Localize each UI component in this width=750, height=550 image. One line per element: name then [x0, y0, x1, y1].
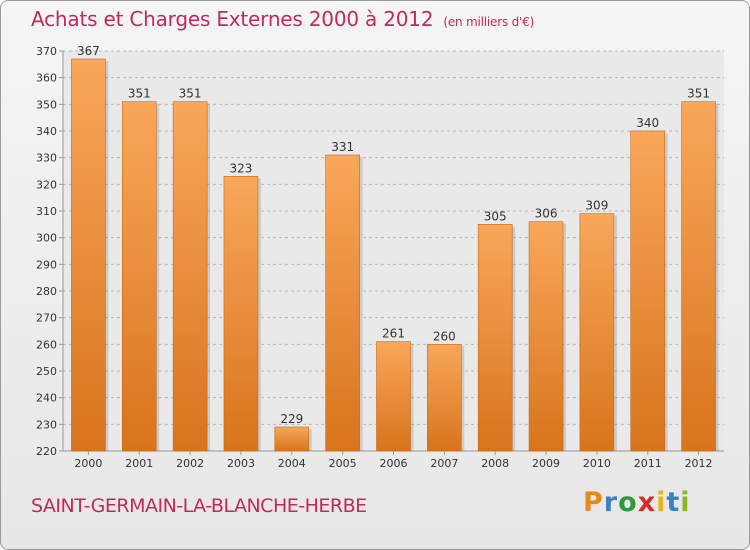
bar-value-label: 351: [687, 87, 710, 101]
y-tick-label: 230: [36, 418, 57, 431]
x-tick-label: 2005: [329, 457, 357, 470]
bar-value-label: 309: [585, 199, 608, 213]
logo-letter: i: [680, 487, 691, 518]
x-tick-label: 2010: [583, 457, 611, 470]
y-tick-label: 290: [36, 258, 57, 271]
x-tick-label: 2001: [125, 457, 153, 470]
bar-value-label: 229: [280, 412, 303, 426]
x-tick-label: 2008: [481, 457, 509, 470]
bar: [427, 344, 462, 452]
bar: [528, 221, 564, 452]
logo-letter: x: [637, 487, 657, 518]
x-tick-label: 2012: [685, 457, 713, 470]
bar-value-label: 306: [535, 207, 558, 221]
y-tick-label: 260: [36, 338, 57, 351]
y-tick-label: 300: [36, 232, 57, 245]
y-tick-label: 310: [36, 205, 57, 218]
bar-value-label: 305: [484, 209, 507, 223]
bar: [325, 154, 360, 452]
bar-value-label: 351: [128, 87, 151, 101]
x-tick-label: 2009: [532, 457, 560, 470]
y-tick-label: 340: [36, 125, 57, 138]
bar: [71, 58, 106, 452]
bar-value-label: 340: [636, 116, 659, 130]
chart-title-text: Achats et Charges Externes 2000 à 2012: [31, 7, 434, 31]
y-tick-label: 350: [36, 98, 57, 111]
commune-name: SAINT-GERMAIN-LA-BLANCHE-HERBE: [31, 495, 367, 517]
x-tick-label: 2000: [74, 457, 102, 470]
x-tick-label: 2004: [278, 457, 306, 470]
x-tick-label: 2002: [176, 457, 204, 470]
logo-letter: o: [618, 487, 638, 518]
bar: [376, 341, 411, 452]
logo-letter: r: [603, 487, 619, 518]
x-tick-label: 2011: [634, 457, 662, 470]
proxiti-logo[interactable]: Proxiti: [583, 487, 691, 518]
y-tick-label: 240: [36, 392, 57, 405]
logo-letter: i: [656, 487, 667, 518]
y-tick-label: 280: [36, 285, 57, 298]
bar: [681, 101, 716, 452]
x-tick-label: 2006: [380, 457, 408, 470]
logo-letter: t: [666, 487, 681, 518]
bar: [274, 426, 310, 452]
y-tick-label: 360: [36, 72, 57, 85]
bar-value-label: 260: [433, 329, 456, 343]
bar: [121, 101, 157, 452]
y-tick-label: 370: [36, 45, 57, 58]
x-tick-label: 2003: [227, 457, 255, 470]
y-tick-label: 330: [36, 152, 57, 165]
bar: [477, 224, 513, 452]
bar-value-label: 367: [77, 44, 100, 58]
y-tick-label: 320: [36, 178, 57, 191]
chart-title: Achats et Charges Externes 2000 à 2012 (e…: [31, 7, 534, 31]
x-tick-label: 2007: [430, 457, 458, 470]
chart-unit: (en milliers d'€): [443, 15, 535, 29]
bar-value-label: 323: [230, 161, 253, 175]
bar: [223, 176, 259, 452]
bar: [630, 130, 666, 452]
bar: [172, 101, 208, 452]
y-tick-label: 220: [36, 445, 57, 458]
y-tick-label: 250: [36, 365, 57, 378]
bar-value-label: 261: [382, 327, 405, 341]
bar-value-label: 331: [331, 140, 354, 154]
bar: [579, 213, 615, 452]
y-tick-label: 270: [36, 312, 57, 325]
logo-letter: P: [583, 487, 604, 518]
bar-value-label: 351: [179, 87, 202, 101]
